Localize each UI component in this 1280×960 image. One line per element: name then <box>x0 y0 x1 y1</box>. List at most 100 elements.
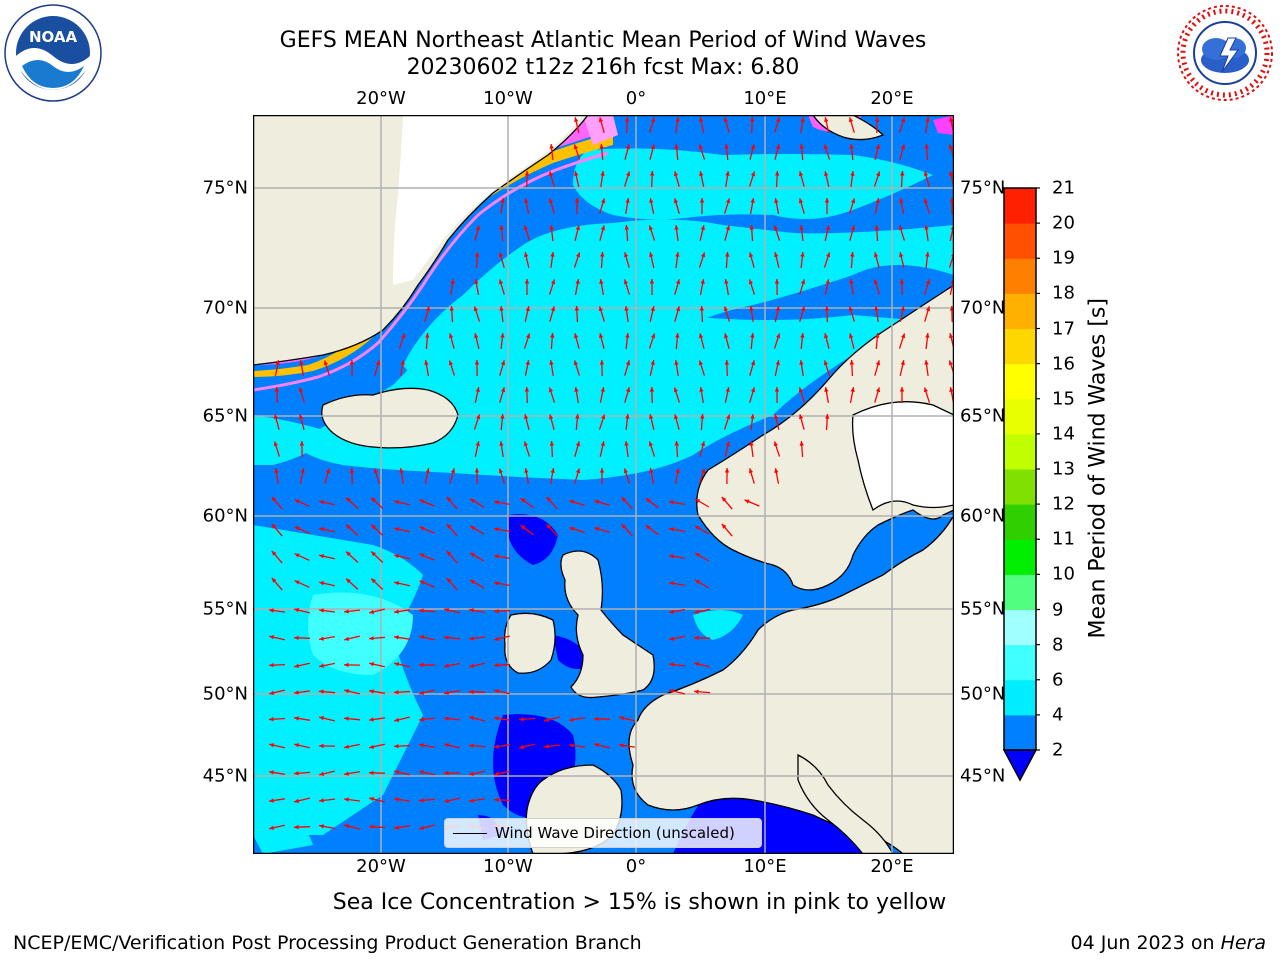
colorbar-segment <box>1004 223 1036 259</box>
wave-direction-arrowhead <box>649 387 655 392</box>
footer-date: 04 Jun 2023 on Hera <box>1071 932 1266 954</box>
wave-direction-arrowhead <box>549 225 554 230</box>
wave-direction-arrowhead <box>546 497 552 502</box>
wave-direction-arrowhead <box>651 333 656 339</box>
wave-direction-arrowhead <box>371 497 376 503</box>
colorbar-segment <box>1004 363 1036 400</box>
wave-direction-arrowhead <box>575 414 580 419</box>
wave-direction-arrowhead <box>299 414 304 420</box>
wave-direction-arrowhead <box>751 171 756 177</box>
wave-direction-arrowhead <box>694 689 699 694</box>
wave-direction-arrowhead <box>524 414 529 420</box>
wave-direction-arrowhead <box>294 526 300 531</box>
wave-direction-arrowhead <box>675 333 680 338</box>
wave-direction-arrowhead <box>444 690 449 695</box>
wave-direction-arrowhead <box>523 441 528 447</box>
wave-direction-arrowhead <box>601 198 606 204</box>
colorbar-segment <box>1004 258 1036 294</box>
lon-tick-top-20e: 20°E <box>870 88 914 109</box>
wave-direction-arrowhead <box>674 414 679 420</box>
wave-direction-arrowhead <box>344 771 349 776</box>
wave-direction-arrowhead <box>599 468 605 473</box>
wave-direction-arrowhead <box>269 770 274 775</box>
wave-direction-arrowhead <box>594 526 600 532</box>
wind-wave-direction-arrows <box>268 116 954 830</box>
wave-direction-arrowhead <box>875 360 881 366</box>
wave-direction-arrowhead <box>469 743 474 748</box>
wave-direction-arrowhead <box>424 360 429 365</box>
lat-tick-right-50n: 50°N <box>960 683 1006 705</box>
wave-direction-arrowhead <box>549 144 554 149</box>
wave-direction-arrowhead <box>271 523 277 529</box>
wave-direction-arrowhead <box>673 387 678 393</box>
wave-direction-arrowhead <box>569 743 574 748</box>
wave-direction-arrowhead <box>723 117 729 123</box>
wave-direction-arrowhead <box>695 580 701 585</box>
wave-direction-arrowhead <box>419 743 424 748</box>
wave-direction-arrowhead <box>848 306 853 312</box>
wave-direction-arrowhead <box>699 387 704 392</box>
svalbard <box>812 115 885 141</box>
wave-direction-arrowhead <box>523 225 528 231</box>
wave-direction-arrowhead <box>419 717 424 722</box>
wave-direction-arrowhead <box>319 771 325 776</box>
wave-direction-arrowhead <box>294 499 300 504</box>
wave-direction-arrowhead <box>474 279 479 284</box>
wave-direction-arrowhead <box>621 524 627 529</box>
chart-subtitle: 20230602 t12z 216h fcst Max: 6.80 <box>406 55 800 80</box>
wave-direction-arrowhead <box>748 468 754 474</box>
wave-direction-arrowhead <box>498 279 504 285</box>
wave-direction-arrowhead <box>824 171 829 177</box>
wave-direction-arrowhead <box>625 144 630 150</box>
noaa-logo: NOAA <box>4 4 102 102</box>
colorbar-tick-label: 12 <box>1052 493 1075 515</box>
lat-tick-left-45n: 45°N <box>202 765 248 787</box>
wave-direction-arrowhead <box>425 468 430 473</box>
wave-direction-arrowhead <box>799 414 804 420</box>
wave-direction-arrowhead <box>494 554 499 559</box>
wave-direction-arrowhead <box>721 496 727 502</box>
wave-direction-arrowhead <box>369 717 374 722</box>
wave-direction-arrowhead <box>275 360 280 365</box>
wave-direction-arrowhead <box>698 360 703 366</box>
colorbar-segment <box>1004 714 1036 751</box>
wave-direction-arrowhead <box>900 171 905 176</box>
wave-direction-arrowhead <box>444 716 449 721</box>
wave-direction-arrowhead <box>548 171 554 177</box>
greenland <box>253 115 589 366</box>
wave-direction-arrowhead <box>623 279 628 285</box>
wave-direction-arrowhead <box>924 360 929 365</box>
wave-direction-arrowhead <box>651 117 656 123</box>
wave-direction-arrowhead <box>400 360 405 365</box>
wave-direction-arrowhead <box>874 306 879 311</box>
map-frame <box>253 115 954 854</box>
wave-direction-arrowhead <box>446 577 452 583</box>
wave-direction-arrowhead <box>444 798 450 803</box>
wave-direction-arrowhead <box>569 526 575 531</box>
wave-direction-arrowhead <box>850 252 855 257</box>
wave-direction-arrowhead <box>726 414 731 420</box>
wave-direction-arrowhead <box>600 171 605 176</box>
wave-direction-arrowhead <box>319 689 324 694</box>
wave-direction-arrowhead <box>544 744 549 749</box>
wave-direction-arrowhead <box>548 387 553 393</box>
wave-direction-arrowhead <box>625 387 631 393</box>
lat-tick-right-75n: 75°N <box>960 177 1006 199</box>
iceland <box>321 387 459 449</box>
wave-direction-arrowhead <box>344 824 350 829</box>
map-legend: Wind Wave Direction (unscaled) <box>444 818 762 848</box>
wave-direction-arrowhead <box>574 198 580 203</box>
wave-direction-arrowhead <box>900 360 905 366</box>
wave-direction-arrowhead <box>446 496 452 502</box>
wave-direction-arrowhead <box>371 524 376 530</box>
wave-direction-arrowhead <box>344 744 349 749</box>
wave-direction-arrowhead <box>650 360 655 365</box>
wave-direction-arrowhead <box>649 279 655 284</box>
wave-direction-arrowhead <box>694 609 700 614</box>
wave-direction-arrowhead <box>624 306 629 311</box>
wave-direction-arrowhead <box>475 441 480 447</box>
wave-direction-arrowhead <box>849 360 854 365</box>
wave-direction-arrowhead <box>619 743 624 748</box>
wave-direction-arrowhead <box>550 333 555 338</box>
wave-direction-arrowhead <box>698 144 703 150</box>
